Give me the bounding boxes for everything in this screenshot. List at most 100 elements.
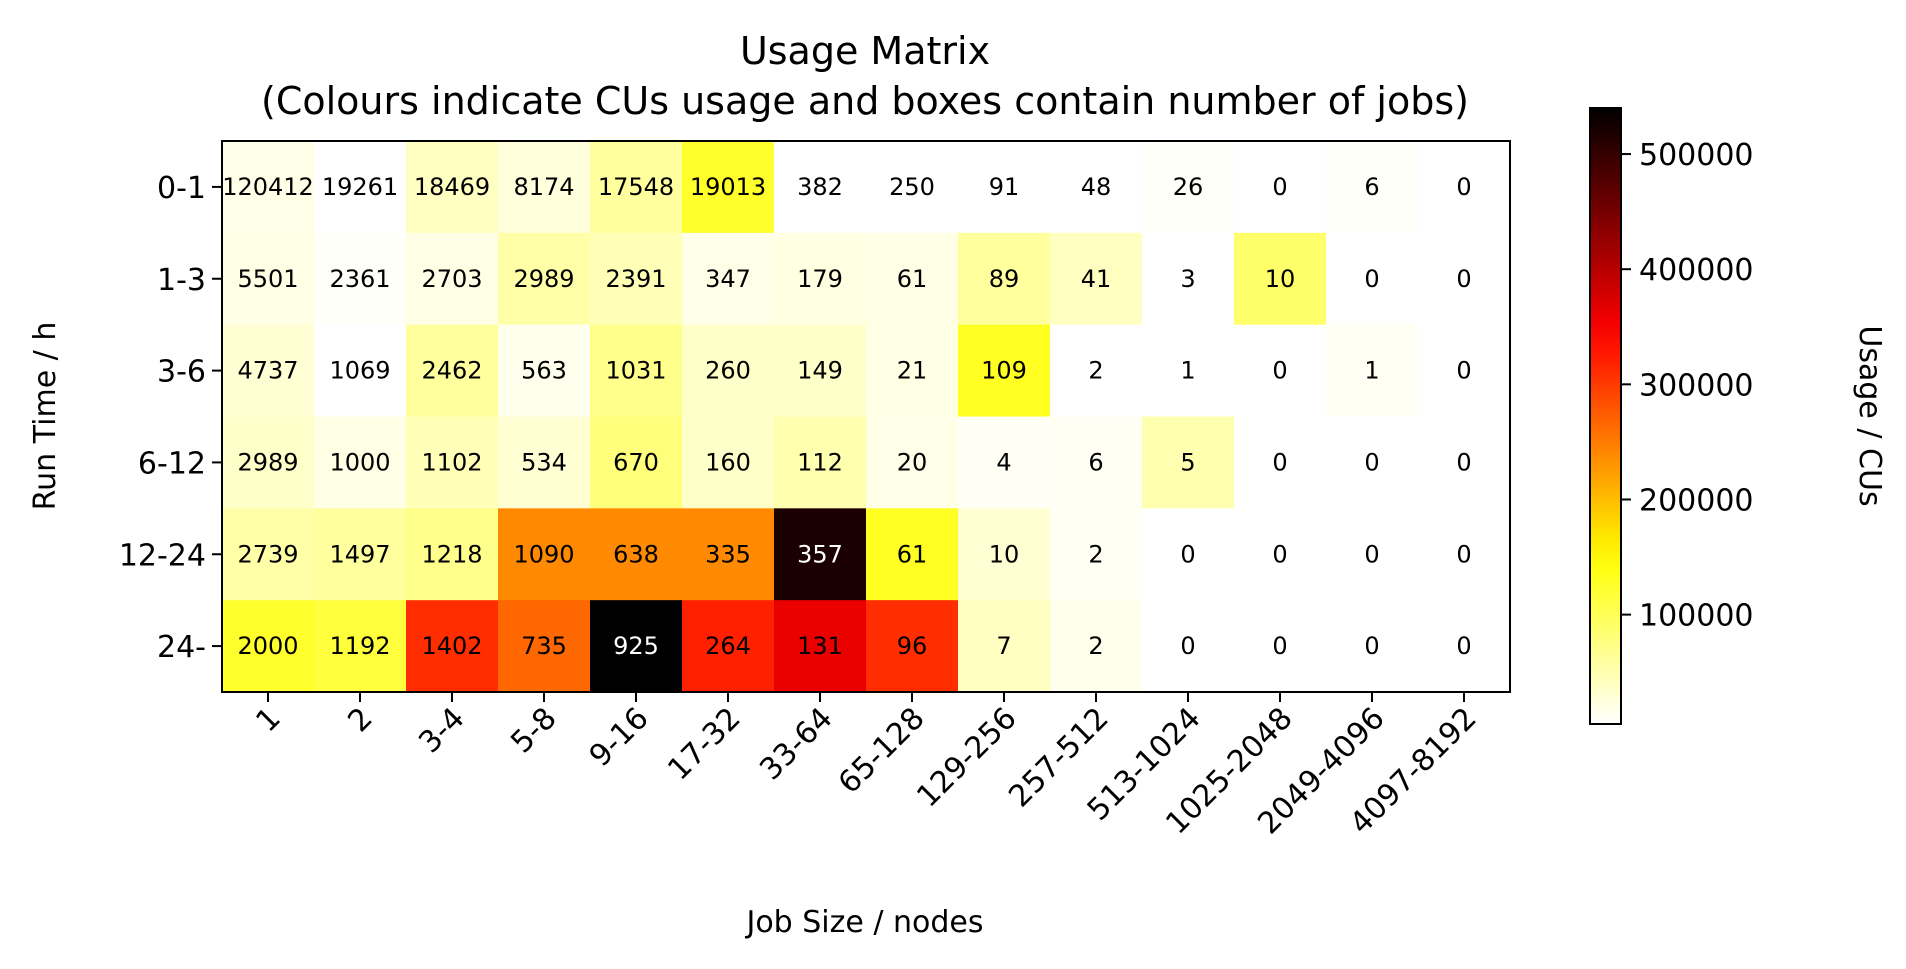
cell-job-count: 19013 xyxy=(690,173,766,201)
heatmap-cell xyxy=(1050,508,1143,601)
cell-job-count: 120412 xyxy=(222,173,314,201)
heatmap-cell xyxy=(1050,232,1143,326)
cell-job-count: 18469 xyxy=(414,173,490,201)
cell-job-count: 2462 xyxy=(421,357,482,385)
cell-job-count: 357 xyxy=(797,540,843,568)
cell-job-count: 563 xyxy=(521,357,567,385)
colorbar-tick-label: 200000 xyxy=(1639,483,1754,518)
y-axis-label: Run Time / h xyxy=(28,322,63,511)
cell-job-count: 1497 xyxy=(329,540,390,568)
heatmap-cell xyxy=(590,324,683,417)
cell-job-count: 3 xyxy=(1180,265,1195,293)
cell-job-count: 0 xyxy=(1180,632,1195,660)
heatmap-cell xyxy=(406,141,499,234)
heatmap-cell xyxy=(866,232,959,326)
cell-job-count: 0 xyxy=(1272,173,1287,201)
heatmap-cell xyxy=(222,324,315,417)
heatmap-cell xyxy=(314,324,407,417)
cell-job-count: 1000 xyxy=(329,448,390,476)
cell-job-count: 1102 xyxy=(421,448,482,476)
heatmap-cell xyxy=(1234,232,1327,326)
heatmap-cell xyxy=(682,600,775,693)
heatmap-cell xyxy=(1142,416,1235,509)
cell-job-count: 0 xyxy=(1456,540,1471,568)
heatmap-cell xyxy=(222,508,315,601)
cell-job-count: 250 xyxy=(889,173,935,201)
heatmap-cell xyxy=(498,508,591,601)
heatmap-cell xyxy=(866,600,959,693)
plot-frame xyxy=(221,140,1511,693)
heatmap-cell xyxy=(1234,141,1327,234)
y-tick-label: 12-24 xyxy=(119,538,206,573)
heatmap-cell xyxy=(314,508,407,601)
cell-job-count: 7 xyxy=(996,632,1011,660)
heatmap-cell xyxy=(1326,508,1419,601)
cell-job-count: 0 xyxy=(1272,448,1287,476)
heatmap-cell xyxy=(774,232,867,326)
heatmap-cell xyxy=(590,416,683,509)
y-tick-label: 1-3 xyxy=(157,263,206,298)
cell-job-count: 0 xyxy=(1456,632,1471,660)
cell-job-count: 0 xyxy=(1364,265,1379,293)
x-tick-label: 17-32 xyxy=(661,701,747,787)
heatmap-cell xyxy=(498,324,591,417)
cell-job-count: 2989 xyxy=(513,265,574,293)
heatmap-cell xyxy=(866,324,959,417)
cell-job-count: 0 xyxy=(1456,357,1471,385)
heatmap-cell xyxy=(682,232,775,326)
heatmap-cell xyxy=(498,232,591,326)
heatmap-cell xyxy=(774,141,867,234)
x-tick-label: 5-8 xyxy=(504,701,563,760)
heatmap-cell xyxy=(1050,416,1143,509)
cell-job-count: 0 xyxy=(1364,540,1379,568)
heatmap-cell xyxy=(774,324,867,417)
cell-job-count: 0 xyxy=(1456,448,1471,476)
heatmap-cell xyxy=(222,416,315,509)
x-tick-label: 2 xyxy=(341,701,379,739)
cell-job-count: 1031 xyxy=(605,357,666,385)
cell-job-count: 2989 xyxy=(237,448,298,476)
heatmap-cell xyxy=(1234,324,1327,417)
cell-job-count: 1402 xyxy=(421,632,482,660)
heatmap-cells xyxy=(222,141,1511,693)
heatmap-cell xyxy=(958,141,1051,234)
cell-job-count: 5501 xyxy=(237,265,298,293)
cell-job-count: 91 xyxy=(989,173,1020,201)
cell-job-count: 26 xyxy=(1173,173,1204,201)
cell-job-count: 160 xyxy=(705,448,751,476)
colorbar-tick-label: 100000 xyxy=(1639,599,1754,634)
heatmap-cell xyxy=(682,141,775,234)
heatmap-cell xyxy=(1326,324,1419,417)
heatmap-cell xyxy=(1050,600,1143,693)
y-axis-ticks: 0-1 1-3 3-6 6-12 12-24 24- xyxy=(119,171,222,665)
cell-job-count: 2361 xyxy=(329,265,390,293)
cell-job-count: 112 xyxy=(797,448,843,476)
colorbar-tick-label: 500000 xyxy=(1639,138,1754,173)
x-tick-label: 129-256 xyxy=(910,701,1023,814)
cell-job-count: 61 xyxy=(897,540,928,568)
cell-job-count: 2 xyxy=(1088,357,1103,385)
colorbar-tick-label: 400000 xyxy=(1639,253,1754,288)
heatmap-cell xyxy=(958,232,1051,326)
cell-job-count: 149 xyxy=(797,357,843,385)
heatmap-cell xyxy=(1142,232,1235,326)
heatmap-cell xyxy=(958,324,1051,417)
cell-job-count: 0 xyxy=(1456,173,1471,201)
heatmap-cell xyxy=(866,141,959,234)
chart-subtitle: (Colours indicate CUs usage and boxes co… xyxy=(261,79,1469,123)
cell-job-count: 41 xyxy=(1081,265,1112,293)
cell-job-count: 10 xyxy=(1265,265,1296,293)
heatmap-cell xyxy=(1326,416,1419,509)
cell-job-count: 260 xyxy=(705,357,751,385)
heatmap-cell xyxy=(1326,600,1419,693)
heatmap-cell xyxy=(590,508,683,601)
cell-job-count: 0 xyxy=(1272,357,1287,385)
heatmap-cell xyxy=(1234,416,1327,509)
colorbar-label: Usage / CUs xyxy=(1852,325,1887,506)
cell-job-count: 264 xyxy=(705,632,751,660)
cell-job-count: 2 xyxy=(1088,540,1103,568)
cell-job-count: 735 xyxy=(521,632,567,660)
heatmap-cell xyxy=(406,600,499,693)
cell-job-count: 2703 xyxy=(421,265,482,293)
